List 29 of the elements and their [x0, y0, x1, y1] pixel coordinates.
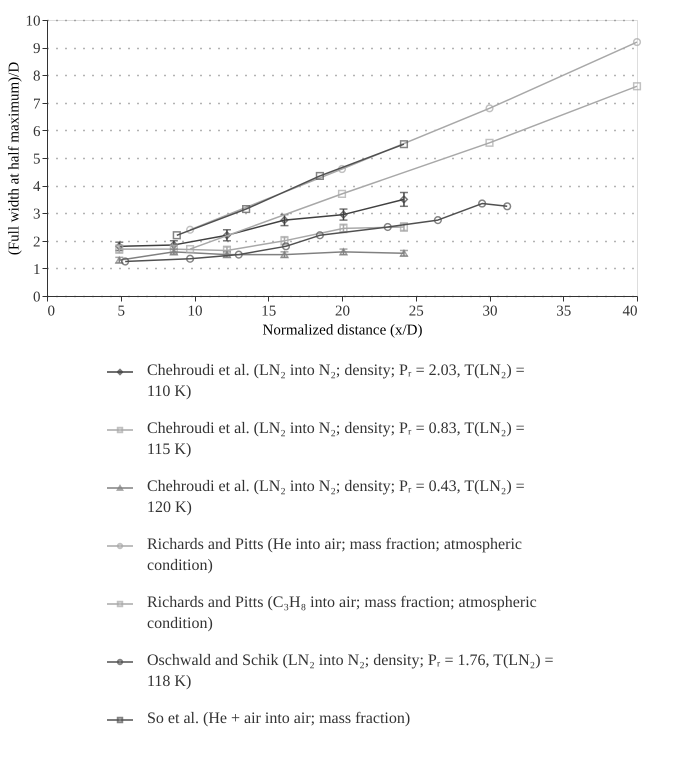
y-tick-label: 6 [33, 124, 41, 140]
legend-label: Chehroudi et al. (LN₂ into N₂; density; Pᵣ = 0.83, T(LN₂) = 115 K) [147, 420, 525, 458]
x-tick-label: 30 [482, 304, 498, 320]
legend-label: So et al. (He + air into air; mass fraction) [147, 710, 410, 727]
y-tick-label: 4 [33, 179, 41, 196]
y-tick-label: 3 [33, 206, 40, 223]
y-tick-label: 9 [33, 41, 40, 58]
legend-label: Richards and Pitts (C₃H₈ into air; mass fraction; atmospheric condition) [147, 594, 537, 632]
x-tick-label: 10 [188, 304, 202, 320]
legend-label: Chehroudi et al. (LN₂ into N₂; density; Pᵣ = 0.43, T(LN₂) = 120 K) [147, 478, 525, 516]
legend-label: Chehroudi et al. (LN₂ into N₂; density; Pᵣ = 2.03, T(LN₂) = 110 K) [147, 362, 525, 400]
y-tick-label: 1 [33, 262, 40, 278]
y-axis-title: (Full width at half maximum)/D [6, 62, 22, 256]
legend-label: Richards and Pitts (He into air; mass fraction; atmospheric condition) [147, 536, 522, 574]
y-tick-label: 10 [26, 14, 40, 30]
y-tick-label: 7 [33, 96, 41, 112]
x-tick-label: 0 [48, 304, 55, 320]
x-tick-label: 15 [261, 304, 276, 320]
y-tick-label: 0 [33, 290, 40, 306]
x-tick-label: 20 [335, 304, 350, 320]
x-axis-title: Normalized distance (x/D) [262, 322, 422, 338]
y-tick-label: 8 [33, 68, 40, 85]
x-tick-label: 5 [118, 304, 125, 320]
legend-label: Oschwald and Schik (LN₂ into N₂; density; Pᵣ = 1.76, T(LN₂) = 118 K) [147, 652, 554, 690]
x-tick-label: 35 [556, 304, 572, 320]
x-tick-label: 40 [622, 304, 638, 320]
y-tick-label: 5 [33, 152, 40, 168]
y-tick-label: 2 [33, 234, 40, 250]
x-tick-label: 25 [408, 304, 424, 320]
